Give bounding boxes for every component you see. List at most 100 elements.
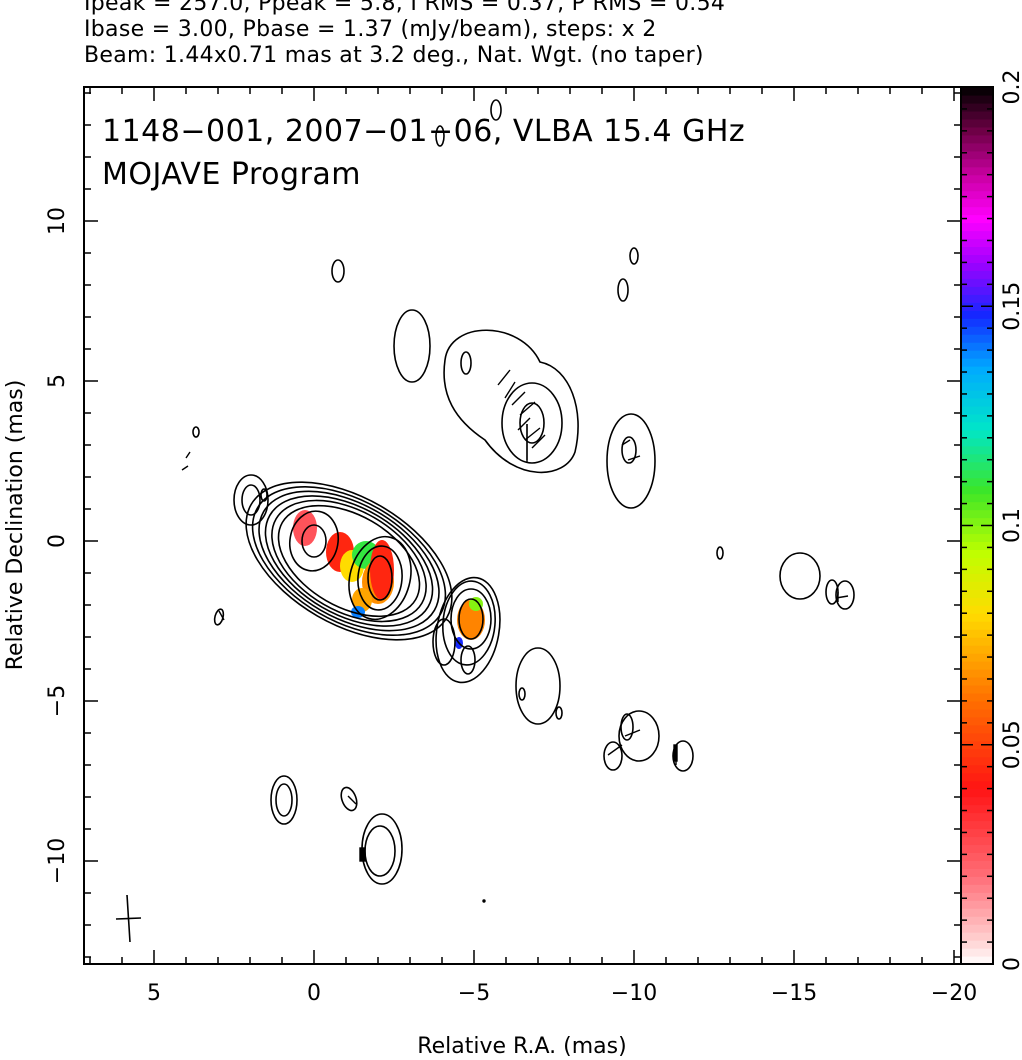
evpa-vector — [624, 729, 641, 737]
colorbar-segment — [961, 158, 993, 168]
colorbar-segment — [961, 940, 993, 949]
colorbar-segment — [961, 844, 993, 853]
colorbar-segment — [961, 605, 993, 614]
colorbar-segment — [961, 533, 993, 543]
colorbar-segment — [961, 318, 993, 327]
colorbar-segment — [961, 924, 993, 933]
evpa-vector — [359, 847, 366, 862]
colorbar-segment — [961, 150, 993, 160]
colorbar-segment — [961, 860, 993, 869]
colorbar-segment — [961, 812, 993, 822]
y-tick-label: −10 — [45, 838, 70, 884]
colorbar-segment — [961, 836, 993, 846]
colorbar-segment — [961, 469, 993, 479]
colorbar-segment — [961, 692, 993, 702]
colorbar-segment — [961, 581, 993, 590]
colorbar-segment — [961, 772, 993, 782]
colorbar-segment — [961, 102, 993, 112]
colorbar-segment — [961, 892, 993, 901]
pol-intensity-blob — [293, 510, 317, 546]
colorbar-segment — [961, 613, 993, 622]
contour-line — [606, 413, 656, 509]
colorbar-segment — [961, 437, 993, 447]
evpa-vector — [504, 381, 516, 399]
evpa-vector — [218, 610, 225, 621]
colorbar-segment — [961, 780, 993, 790]
colorbar-segment — [961, 716, 993, 726]
contour-line — [271, 499, 427, 623]
colorbar-segment — [961, 286, 993, 295]
colorbar-segment — [961, 948, 993, 957]
colorbar-tick-label: 0.1 — [1000, 508, 1022, 543]
evpa-vector — [621, 439, 631, 446]
contour-line — [672, 740, 694, 772]
evpa-vector — [511, 391, 526, 406]
contour-line — [621, 436, 637, 464]
y-tick-label: 0 — [45, 534, 70, 548]
contour-line — [716, 546, 724, 560]
contour-line — [270, 775, 298, 825]
contour-line — [264, 495, 434, 627]
contour-line — [331, 259, 345, 283]
colorbar-segment — [961, 629, 993, 638]
contour-line — [618, 710, 660, 762]
colorbar-segment — [961, 676, 993, 686]
source-annotation: 1148−001, 2007−01−06, VLBA 15.4 GHz — [102, 114, 745, 149]
colorbar-segment — [961, 908, 993, 917]
colorbar-segment — [961, 876, 993, 885]
contour-line — [555, 706, 563, 720]
colorbar-segment — [961, 294, 993, 303]
colorbar-segment — [961, 461, 993, 471]
evpa-vector — [531, 434, 546, 449]
colorbar-segment — [961, 732, 993, 742]
contour-line — [364, 825, 396, 877]
colorbar-tick-label: 0.05 — [1000, 720, 1022, 769]
colorbar-segment — [961, 254, 993, 263]
colorbar-segment — [961, 222, 993, 232]
contour-line — [460, 351, 472, 375]
colorbar-segment — [961, 381, 993, 391]
colorbar-segment — [961, 764, 993, 774]
colorbar-segment — [961, 310, 993, 319]
polarization-colormap — [293, 510, 485, 649]
evpa-vector — [347, 795, 357, 805]
contour-line — [518, 687, 526, 701]
colorbar-segment — [961, 525, 993, 535]
contour-line — [629, 247, 639, 265]
colorbar-segment — [961, 238, 993, 248]
colorbar-segment — [961, 932, 993, 941]
colorbar-segment — [961, 477, 993, 487]
colorbar-segment — [961, 405, 993, 415]
contour-line — [233, 474, 269, 526]
colorbar-segment — [961, 142, 993, 152]
y-tick-label: 10 — [45, 207, 70, 235]
colorbar-segment — [961, 868, 993, 877]
x-tick-label: 5 — [147, 981, 161, 1006]
colorbar-segment — [961, 756, 993, 766]
colorbar-segment — [961, 110, 993, 120]
colorbar-segment — [961, 637, 993, 646]
colorbar-segment — [961, 342, 993, 351]
colorbar-segment — [961, 804, 993, 814]
colorbar-segment — [961, 589, 993, 598]
colorbar-segment — [961, 724, 993, 734]
y-tick-label: −5 — [45, 685, 70, 717]
colorbar-segment — [961, 748, 993, 758]
colorbar-segment — [961, 796, 993, 806]
colorbar-segment — [961, 501, 993, 511]
evpa-vector — [607, 744, 623, 756]
colorbar-segment — [961, 684, 993, 694]
colorbar-segment — [961, 740, 993, 750]
colorbar-segment — [961, 541, 993, 551]
colorbar-segment — [961, 198, 993, 208]
colorbar-segment — [961, 246, 993, 256]
evpa-vector — [835, 595, 849, 599]
header-stats-line: Ipeak = 257.0, Ppeak = 5.8, I RMS = 0.37… — [84, 0, 726, 16]
pol-intensity-blob — [370, 540, 394, 600]
colorbar-segment — [961, 334, 993, 343]
contour-line — [340, 786, 358, 812]
contour-line — [432, 618, 456, 666]
beam-marker — [115, 894, 142, 943]
colorbar-segment — [961, 884, 993, 893]
